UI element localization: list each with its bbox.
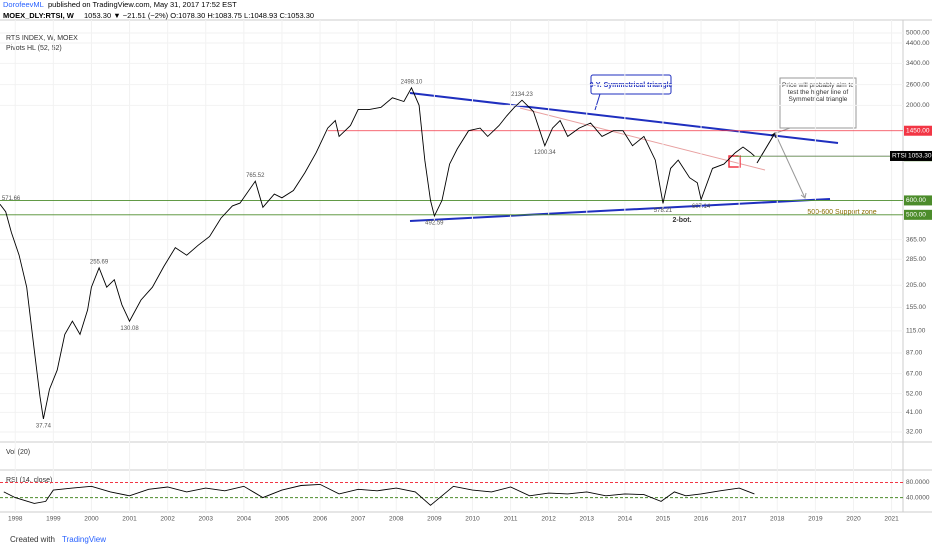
x-tick-label: 2007 [351,516,366,523]
trendline [409,92,839,144]
y-tick-label: 67.00 [906,370,923,377]
price-label-bg [904,209,932,220]
price-label: 500.00 [906,212,926,219]
annotation: 2-bot. [672,217,691,224]
annotation: 500-600 Support zone [807,209,876,216]
callout-text: Price will probably aim to test the high… [782,82,854,103]
chart-title: RTS INDEX, W, MOEX [6,35,78,42]
pivot-label: 2498.10 [401,79,423,85]
author[interactable]: DorofeevML [3,0,44,9]
price-line [0,86,755,419]
rsi-title: RSI (14, close) [6,477,52,484]
x-tick-label: 2002 [160,516,175,523]
quote: 1053.30 ▼ −21.51 (−2%) O:1078.30 H:1083.… [84,11,314,20]
callout [779,77,857,129]
series-name: RTSI [892,153,907,160]
arrow-head [800,192,807,199]
arrow [774,132,806,199]
indicator: Pivots HL (52, 52) [6,45,62,52]
price-label-bg [904,125,932,136]
y-tick-label: 52.00 [906,390,923,397]
y-tick-label: 5000.00 [906,30,930,37]
y-tick-label: 41.00 [906,409,923,416]
y-tick-label: 80.0000 [906,479,930,486]
x-tick-label: 2008 [389,516,404,523]
x-tick-label: 2018 [770,516,785,523]
y-tick-label: 2600.00 [906,81,930,88]
price-label: 1053.30 [908,153,932,160]
y-tick-label: 40.0000 [906,494,930,501]
trendline [519,107,766,171]
x-tick-label: 2012 [541,516,556,523]
y-tick-label: 2000.00 [906,102,930,109]
pivot-label: 571.66 [2,196,21,202]
pivot-label: 578.21 [654,208,673,214]
x-tick-label: 2019 [808,516,823,523]
footer: Created with [10,535,55,544]
x-tick-label: 2009 [427,516,442,523]
annotation: Price will probably aim to test the high… [782,82,854,103]
pivot-label: 255.69 [90,259,109,265]
pivot-label: 2134.23 [511,92,533,98]
pivot-label: 130.08 [120,326,139,332]
x-tick-label: 2003 [199,516,214,523]
pivot-label: 37.74 [36,423,52,429]
y-tick-label: 285.00 [906,256,926,263]
callout-pointer [594,93,601,111]
x-tick-label: 2011 [504,516,518,523]
x-tick-label: 2004 [237,516,252,523]
x-tick-label: 2014 [618,516,633,523]
pivot-label: 1200.34 [534,150,556,156]
y-tick-label: 4400.00 [906,40,930,47]
x-tick-label: 2015 [656,516,671,523]
y-tick-label: 205.00 [906,282,926,289]
y-tick-label: 3400.00 [906,60,930,67]
x-tick-label: 2017 [732,516,747,523]
y-tick-label: 155.00 [906,304,926,311]
x-tick-label: 1999 [46,516,61,523]
x-tick-label: 2013 [580,516,595,523]
y-tick-label: 32.00 [906,429,923,436]
y-tick-label: 115.00 [906,328,926,335]
pivot-label: 607.14 [692,204,711,210]
y-tick-label: 365.00 [906,236,926,243]
price-line [3,483,755,506]
price-label: 600.00 [906,197,926,204]
x-tick-label: 2006 [313,516,328,523]
price-label-bg [890,150,932,161]
symbol: MOEX_DLY:RTSI, W [3,11,75,20]
annotation: 9-Y. Symmetrical triangle [590,82,673,89]
x-tick-label: 2010 [465,516,480,523]
trendline [409,198,831,222]
x-tick-label: 1998 [8,516,23,523]
brand[interactable]: TradingView [62,535,106,544]
published: published on TradingView.com, May 31, 20… [48,0,237,9]
x-tick-label: 2000 [84,516,99,523]
x-tick-label: 2016 [694,516,709,523]
price-label: 1450.00 [906,127,930,134]
volume-title: Vol (20) [6,449,30,456]
x-tick-label: 2005 [275,516,290,523]
price-label-bg [904,195,932,206]
arrow [756,132,776,164]
highlight-box [728,155,741,168]
x-tick-label: 2001 [122,516,137,523]
pivot-label: 492.59 [425,221,444,227]
x-tick-label: 2020 [846,516,861,523]
x-tick-label: 2021 [884,516,899,523]
y-tick-label: 87.00 [906,350,923,357]
pivot-label: 765.52 [246,173,265,179]
